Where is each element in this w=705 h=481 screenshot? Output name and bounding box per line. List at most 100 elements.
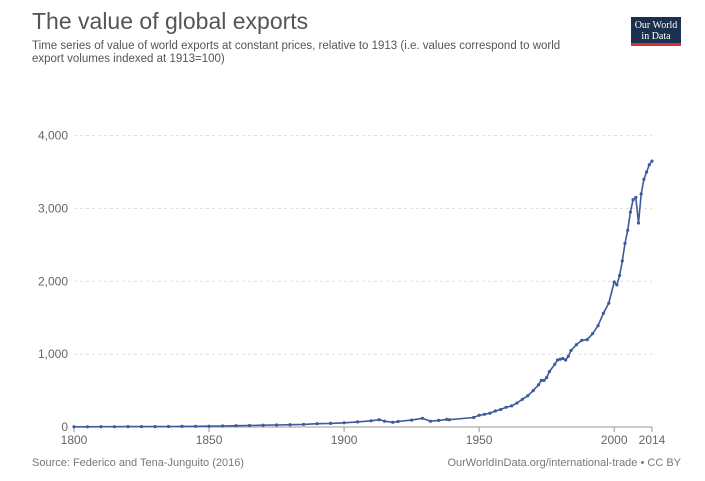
data-point[interactable] — [585, 338, 589, 342]
data-point[interactable] — [207, 424, 211, 428]
data-point[interactable] — [482, 412, 487, 416]
data-point[interactable] — [488, 411, 492, 415]
data-point[interactable] — [180, 424, 184, 428]
data-point[interactable] — [601, 311, 606, 315]
data-point[interactable] — [539, 378, 543, 382]
y-tick-label: 0 — [61, 420, 68, 434]
data-point[interactable] — [639, 192, 643, 196]
data-point[interactable] — [542, 378, 546, 382]
y-tick-label: 1,000 — [38, 347, 68, 361]
chart-title: The value of global exports — [32, 8, 309, 34]
data-point[interactable] — [499, 407, 503, 412]
data-point[interactable] — [377, 418, 381, 422]
data-point[interactable] — [618, 273, 622, 278]
series-line — [74, 160, 653, 428]
x-axis: 1800 1850 1900 1950 2000 2014 — [61, 426, 666, 447]
data-point[interactable] — [623, 241, 627, 245]
data-point[interactable] — [612, 280, 616, 284]
data-point[interactable] — [580, 338, 584, 342]
data-point[interactable] — [553, 362, 557, 366]
data-point[interactable] — [564, 358, 568, 362]
x-tick-label: 1900 — [331, 433, 358, 447]
data-point[interactable] — [531, 389, 535, 393]
data-point[interactable] — [248, 423, 252, 428]
data-point[interactable] — [85, 425, 90, 429]
data-point[interactable] — [558, 357, 562, 361]
data-point[interactable] — [477, 413, 481, 417]
data-point[interactable] — [520, 397, 525, 401]
data-point[interactable] — [139, 425, 144, 429]
data-point[interactable] — [493, 409, 497, 413]
data-point[interactable] — [634, 195, 638, 200]
data-point[interactable] — [636, 221, 641, 225]
data-point[interactable] — [428, 419, 433, 423]
data-point[interactable] — [561, 356, 565, 361]
data-point[interactable] — [99, 425, 103, 429]
chart-subtitle: Time series of value of world exports at… — [32, 40, 561, 65]
data-point[interactable] — [369, 419, 373, 423]
data-point[interactable] — [569, 348, 573, 353]
data-point[interactable] — [420, 416, 424, 420]
source-note: Source: Federico and Tena-Junguito (2016… — [32, 457, 244, 469]
data-point[interactable] — [391, 420, 395, 424]
data-point[interactable] — [526, 394, 530, 398]
data-point[interactable] — [620, 259, 624, 263]
data-point[interactable] — [342, 421, 346, 425]
data-point[interactable] — [221, 424, 225, 428]
data-point[interactable] — [447, 418, 451, 422]
data-point[interactable] — [596, 324, 600, 328]
data-point[interactable] — [628, 210, 633, 214]
data-point[interactable] — [574, 343, 579, 347]
data-point[interactable] — [645, 170, 649, 174]
data-point[interactable] — [126, 425, 130, 429]
data-point[interactable] — [555, 358, 560, 362]
data-point[interactable] — [410, 418, 414, 422]
data-point[interactable] — [72, 425, 76, 429]
data-point[interactable] — [591, 332, 595, 336]
data-point[interactable] — [383, 419, 387, 423]
data-point[interactable] — [166, 424, 171, 429]
url-credit[interactable]: OurWorldInData.org/international-trade •… — [447, 457, 681, 469]
data-point[interactable] — [510, 404, 514, 408]
data-point[interactable] — [112, 425, 117, 429]
data-point[interactable] — [472, 415, 476, 420]
x-tick-label: 1850 — [196, 433, 223, 447]
data-point[interactable] — [607, 301, 611, 305]
data-point[interactable] — [615, 283, 619, 287]
owid-logo[interactable]: Our World in Data — [631, 17, 681, 46]
logo-line-2: in Data — [641, 31, 671, 42]
data-point[interactable] — [261, 423, 265, 427]
data-point[interactable] — [504, 405, 508, 409]
x-tick-label: 1800 — [61, 433, 88, 447]
data-point[interactable] — [302, 422, 306, 426]
data-point[interactable] — [650, 159, 654, 163]
y-tick-label: 3,000 — [38, 201, 68, 215]
data-point[interactable] — [315, 422, 319, 426]
data-point[interactable] — [515, 401, 519, 405]
x-tick-label: 2000 — [601, 433, 628, 447]
y-tick-label: 2,000 — [38, 274, 68, 288]
data-point[interactable] — [626, 228, 630, 232]
logo-line-1: Our World — [634, 20, 678, 31]
data-point[interactable] — [329, 421, 333, 425]
data-point[interactable] — [566, 354, 570, 358]
data-point[interactable] — [288, 423, 292, 427]
data-point[interactable] — [545, 375, 549, 380]
data-point[interactable] — [356, 420, 360, 424]
data-point[interactable] — [547, 370, 552, 374]
data-point[interactable] — [193, 424, 198, 428]
data-point[interactable] — [153, 425, 157, 429]
data-point[interactable] — [437, 418, 441, 422]
data-point[interactable] — [234, 424, 238, 428]
grid-lines — [74, 135, 652, 355]
data-point[interactable] — [275, 423, 279, 427]
data-point[interactable] — [537, 383, 541, 387]
y-tick-label: 4,000 — [38, 129, 68, 143]
data-point[interactable] — [642, 177, 646, 181]
data-point[interactable] — [396, 419, 400, 424]
x-tick-label: 1950 — [466, 433, 493, 447]
data-point[interactable] — [445, 417, 449, 421]
data-point[interactable] — [647, 163, 651, 167]
data-point[interactable] — [631, 198, 635, 202]
